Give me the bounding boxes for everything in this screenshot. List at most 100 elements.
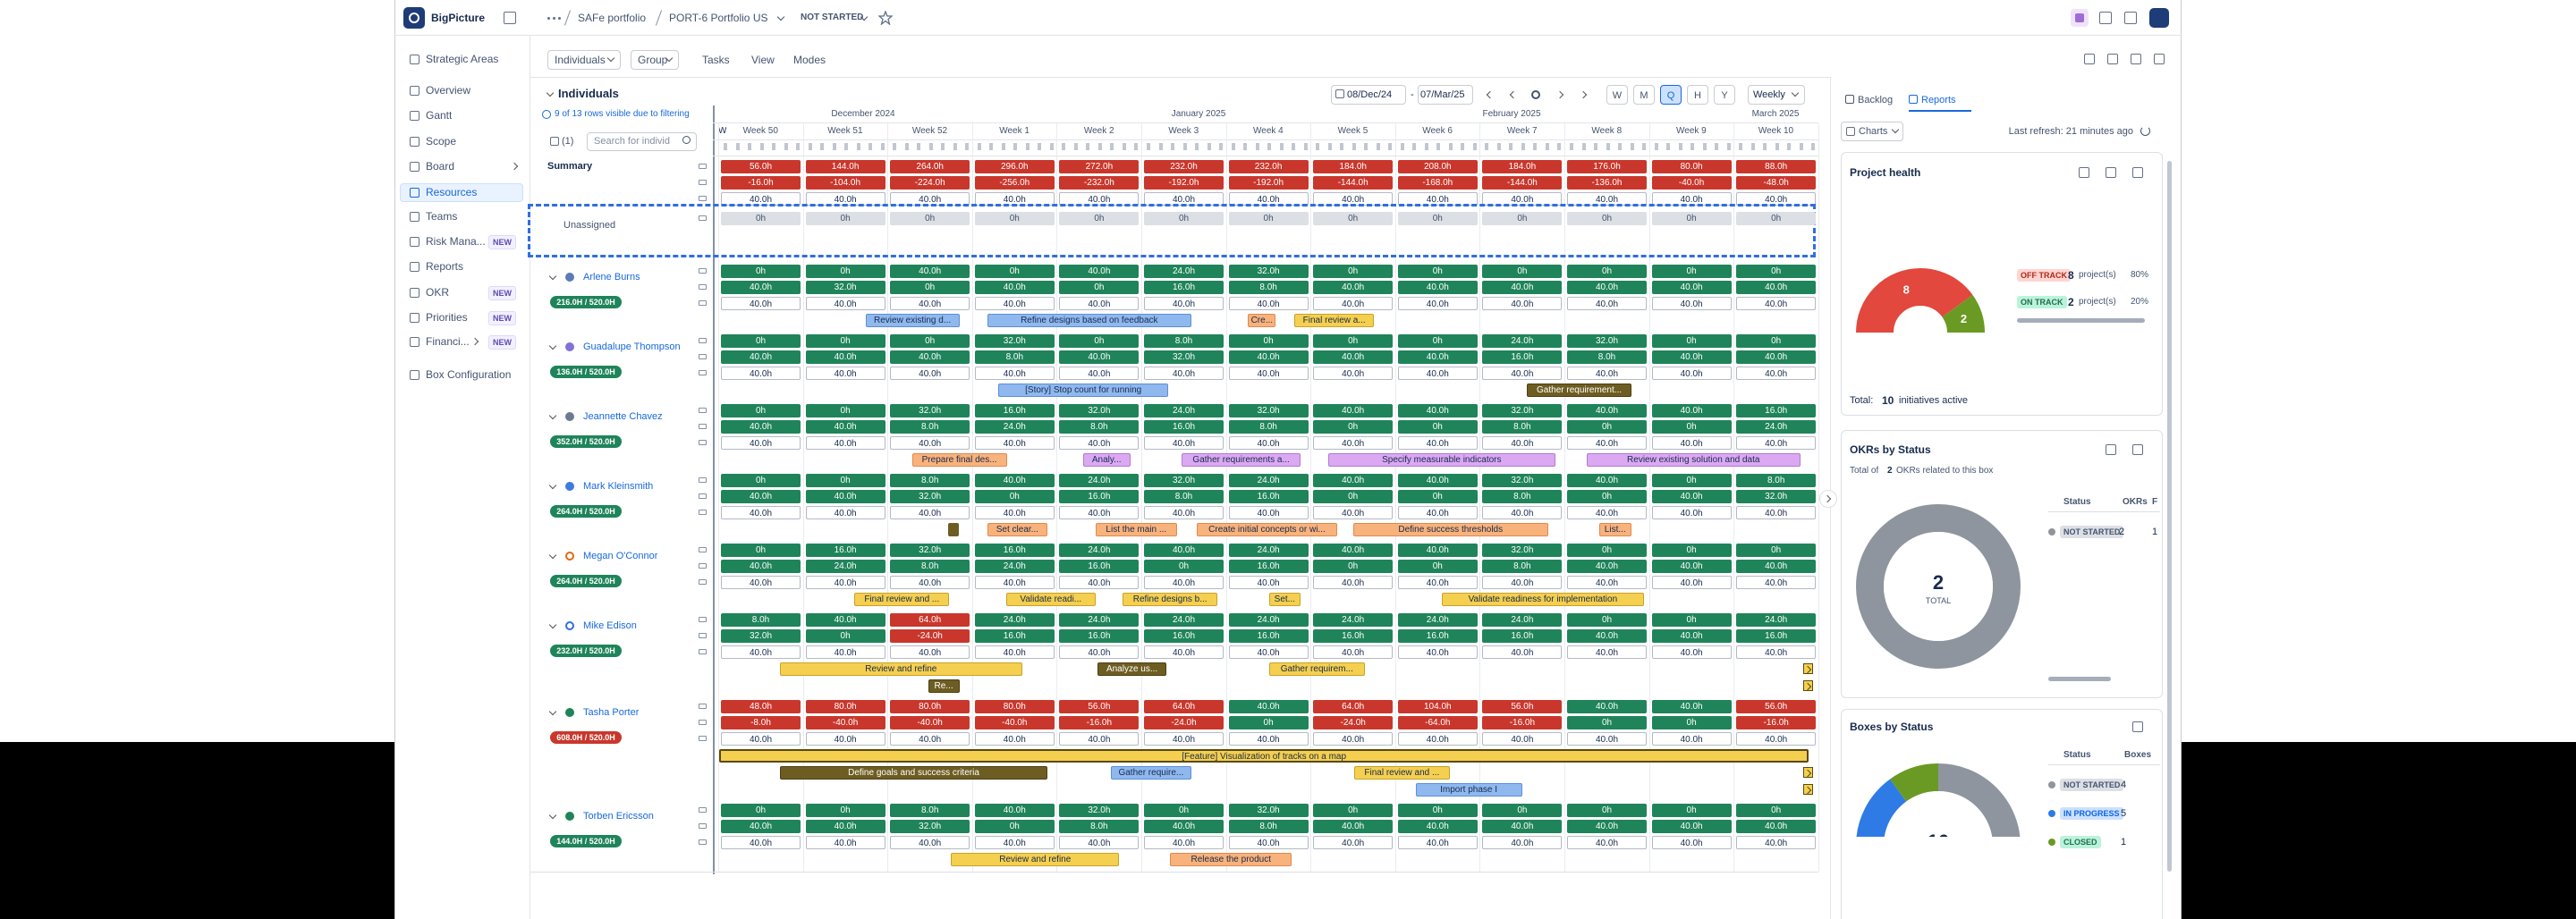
toolbar-label[interactable]: Modes	[793, 54, 826, 66]
day-tick	[1110, 143, 1114, 150]
sidebar-item[interactable]: Gantt	[426, 109, 453, 122]
breadcrumb[interactable]: PORT-6 Portfolio US	[669, 12, 768, 24]
refresh-icon[interactable]	[2140, 126, 2150, 136]
task-bar[interactable]: Review and refine	[780, 662, 1022, 676]
task-bar[interactable]: Create initial concepts or wi...	[1196, 522, 1338, 536]
panel-tab[interactable]: Backlog	[1858, 95, 1894, 105]
zoom-button[interactable]: Y	[1714, 85, 1735, 105]
summary-label: Summary	[547, 161, 593, 172]
date-box[interactable]	[1418, 85, 1473, 105]
person-name[interactable]: Tasha Porter	[583, 707, 640, 718]
panel-tab[interactable]: Reports	[1921, 95, 1956, 105]
capacity-cell: 32.0h	[805, 280, 886, 294]
week-label: Week 9	[1676, 126, 1707, 136]
capacity-cell: 208.0h	[1397, 159, 1478, 173]
search-box[interactable]	[587, 132, 697, 151]
sidebar-item[interactable]: OKR	[426, 286, 450, 299]
sidebar-item[interactable]: Resources	[426, 186, 478, 198]
date-box[interactable]	[1331, 85, 1406, 105]
sidebar-item[interactable]: Strategic Areas	[426, 53, 499, 65]
capacity-cell: 0h	[890, 211, 970, 225]
capacity-cell: 40.0h	[1059, 731, 1140, 746]
task-bar[interactable]: Analyze us...	[1097, 662, 1167, 676]
sidebar-item[interactable]: Board	[426, 160, 455, 173]
toolbar-label[interactable]: Group	[638, 54, 668, 66]
sidebar-item[interactable]: Teams	[426, 210, 458, 223]
toolbar-label[interactable]: Tasks	[702, 54, 730, 66]
task-bar[interactable]: [Feature] Visualization of tracks on a m…	[719, 748, 1809, 763]
filter-count[interactable]: (1)	[562, 136, 574, 147]
zoom-button[interactable]: W	[1606, 85, 1628, 105]
row-icon	[699, 704, 707, 709]
person-name[interactable]: Jeannette Chavez	[583, 411, 663, 422]
task-bar[interactable]: Refine designs b...	[1123, 592, 1218, 606]
charts-button[interactable]	[1841, 122, 1903, 141]
task-bar[interactable]: Set clear...	[987, 522, 1047, 536]
task-bar[interactable]: Final review a...	[1294, 313, 1375, 327]
task-bar[interactable]: List...	[1598, 522, 1631, 536]
task-bar[interactable]: Define success thresholds	[1352, 522, 1548, 536]
sidebar-item[interactable]: Scope	[426, 135, 457, 148]
task-bar[interactable]: Final review and ...	[1353, 765, 1451, 780]
task-bar[interactable]: Review and refine	[951, 852, 1120, 866]
capacity-cell: 184.0h	[1313, 159, 1394, 173]
sidebar-item[interactable]: Overview	[426, 84, 471, 97]
task-bar[interactable]: Review existing solution and data	[1586, 452, 1801, 467]
breadcrumb[interactable]: SAFe portfolio	[578, 12, 647, 24]
task-bar[interactable]: Validate readiness for implementation	[1441, 592, 1644, 606]
task-bar[interactable]: Review existing d...	[865, 313, 960, 327]
task-bar[interactable]: Gather require...	[1110, 765, 1191, 780]
task-bar[interactable]: Release the product	[1170, 852, 1292, 866]
task-bar[interactable]: Cre...	[1248, 313, 1276, 327]
icon	[410, 212, 419, 222]
toolbar-label[interactable]: Individuals	[555, 54, 606, 66]
zoom-button[interactable]: Q	[1660, 85, 1682, 105]
capacity-cell: 40.0h	[1736, 559, 1817, 573]
search-icon	[682, 136, 691, 144]
zoom-button[interactable]: M	[1633, 85, 1655, 105]
person-name[interactable]: Torben Ericsson	[583, 811, 654, 822]
task-bar[interactable]: Gather requirement...	[1527, 383, 1631, 397]
task-bar[interactable]: Define goals and success criteria	[780, 765, 1047, 780]
sidebar-item[interactable]: Priorities	[426, 311, 468, 324]
task-bar[interactable]: Validate readi...	[1005, 592, 1096, 606]
task-bar[interactable]: Set...	[1268, 592, 1301, 606]
panel-toggle[interactable]	[1819, 490, 1837, 508]
task-bar[interactable]: List the main ...	[1095, 522, 1177, 536]
sidebar-item[interactable]: Box Configuration	[426, 368, 512, 381]
info-icon	[542, 110, 551, 119]
sidebar-item[interactable]: Financi...	[426, 335, 470, 348]
task-bar[interactable]: Gather requirements a...	[1182, 452, 1301, 467]
toolbar-button[interactable]	[547, 50, 621, 70]
task-bar[interactable]: Refine designs based on feedback	[987, 313, 1191, 327]
task-bar[interactable]: Analy...	[1082, 452, 1131, 467]
status-button[interactable]: NOT STARTED	[801, 13, 864, 22]
person-name[interactable]: Guadalupe Thompson	[583, 341, 681, 352]
capacity-cell: 0h	[1482, 264, 1563, 278]
capacity-cell: -16.0h	[1059, 715, 1140, 729]
zoom-button[interactable]: H	[1687, 85, 1708, 105]
task-bar[interactable]: Final review and ...	[854, 592, 950, 606]
toolbar-button[interactable]	[631, 50, 679, 70]
capacity-cell: 296.0h	[974, 159, 1055, 173]
toolbar-label[interactable]: View	[751, 54, 775, 66]
sidebar-item[interactable]: Reports	[426, 260, 464, 273]
capacity-cell: 40.0h	[1482, 296, 1563, 310]
task-bar[interactable]: Specify measurable indicators	[1328, 452, 1555, 467]
capacity-cell: 40.0h	[805, 645, 886, 659]
person-name[interactable]: Mark Kleinsmith	[583, 481, 654, 492]
icon	[410, 111, 419, 121]
task-bar[interactable]: Gather requirem...	[1268, 662, 1365, 676]
person-name[interactable]: Megan O'Connor	[583, 551, 658, 561]
interval-box[interactable]	[1748, 85, 1805, 105]
task-bar[interactable]: [Story] Stop count for running	[998, 383, 1169, 397]
task-bar[interactable]: Re...	[928, 679, 960, 693]
person-name[interactable]: Arlene Burns	[583, 272, 640, 282]
row-icon	[699, 164, 707, 169]
capacity-cell: 40.0h	[1144, 835, 1224, 849]
sidebar-item[interactable]: Risk Mana...	[426, 235, 486, 248]
task-bar[interactable]: Prepare final des...	[911, 452, 1007, 467]
capacity-cell: 40.0h	[1651, 645, 1732, 659]
person-name[interactable]: Mike Edison	[583, 620, 637, 631]
task-bar[interactable]: Import phase I	[1415, 782, 1522, 797]
